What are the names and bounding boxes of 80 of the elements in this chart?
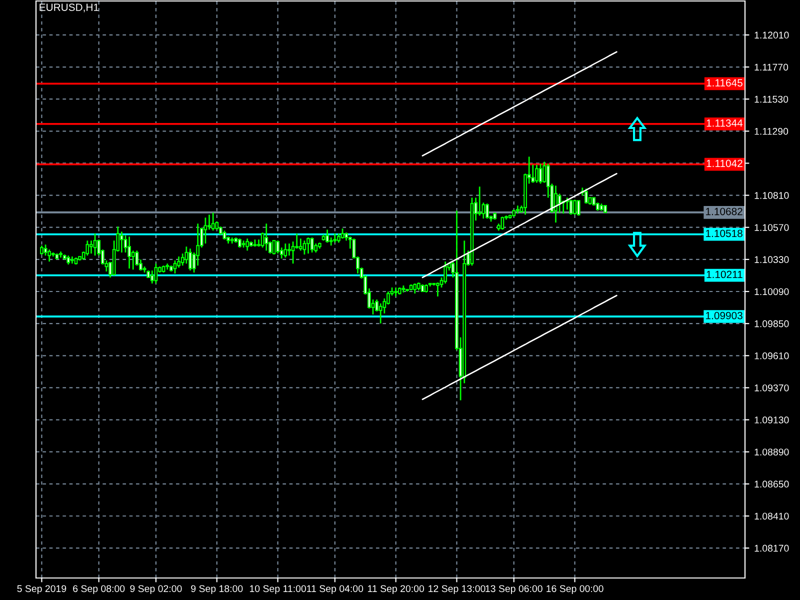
y-tick-label: 1.11290: [754, 128, 788, 135]
y-tick-label: 1.10810: [754, 192, 789, 199]
candlestick: [188, 248, 192, 272]
y-tick-label: 1.11770: [754, 64, 788, 71]
candlestick: [295, 232, 299, 250]
candlestick: [93, 232, 97, 256]
candlestick: [558, 192, 562, 214]
x-tick-label: 9 Sep 02:00: [130, 585, 182, 594]
candlestick: [569, 199, 573, 216]
y-tick-label: 1.09130: [754, 416, 789, 424]
candlestick: [500, 216, 504, 230]
candlestick: [131, 250, 135, 270]
x-tick-label: 13 Sep 06:00: [486, 585, 542, 594]
candlestick: [302, 240, 306, 256]
x-tick-label: 10 Sep 11:00: [250, 585, 306, 594]
candlestick: [246, 238, 250, 252]
candlestick: [538, 163, 542, 184]
candlestick: [298, 238, 302, 252]
y-tick-label: 1.12010: [754, 32, 789, 39]
candlestick: [478, 186, 482, 216]
x-tick-label: 9 Sep 18:00: [191, 585, 243, 594]
candlestick: [326, 228, 329, 244]
y-tick-label: 1.09850: [754, 320, 789, 328]
candlestick: [48, 248, 52, 262]
candlestick: [288, 242, 291, 256]
candlestick: [135, 250, 139, 266]
candlestick: [173, 260, 177, 274]
candlestick: [340, 228, 344, 240]
line-series: [422, 294, 618, 400]
y-tick-label: 1.10090: [754, 288, 789, 296]
candlestick: [90, 240, 93, 254]
y-tick-label: 1.09610: [754, 352, 789, 360]
candlestick: [542, 161, 546, 184]
candlestick: [272, 240, 276, 256]
y-tick-label: 1.10330: [754, 256, 789, 264]
y-tick-label: 1.08170: [754, 544, 789, 552]
candlestick: [573, 199, 576, 216]
candlestick: [120, 230, 124, 254]
candlestick: [310, 236, 314, 254]
candlestick: [486, 202, 489, 220]
x-tick-label: 5 Sep 2019: [17, 585, 66, 594]
candlestick: [208, 214, 211, 230]
x-tick-label: 11 Sep 20:00: [368, 585, 424, 594]
y-tick-label: 1.10570: [754, 224, 789, 231]
x-tick-label: 12 Sep 13:00: [428, 585, 486, 594]
y-tick-label: 1.08410: [754, 512, 789, 520]
candlestick: [86, 240, 90, 256]
ref-line-label: 1.11645: [706, 79, 742, 87]
ref-line-label: 1.10518: [706, 230, 742, 238]
ref-line-label: 1.10211: [706, 270, 742, 278]
y-tick-label: 1.11530: [754, 96, 788, 103]
candlestick: [576, 200, 580, 216]
y-tick-label: 1.09370: [754, 384, 789, 392]
ref-line-label: 1.10682: [706, 208, 742, 216]
candlestick: [378, 302, 382, 324]
ref-line-label: 1.09903: [706, 312, 742, 320]
candlestick: [276, 240, 280, 254]
x-tick-label: 11 Sep 04:00: [307, 585, 364, 594]
x-tick-label: 16 Sep 00:00: [546, 585, 604, 594]
ref-line-label: 1.11344: [706, 119, 743, 127]
y-tick-label: 1.08650: [754, 480, 789, 488]
candlestick: [584, 188, 588, 204]
candlestick: [154, 262, 158, 284]
candlestick: [413, 282, 417, 294]
x-tick-label: 6 Sep 08:00: [73, 585, 125, 594]
candlestick: [128, 236, 131, 270]
candlestick: [306, 236, 310, 254]
candlestick: [535, 164, 538, 184]
candlestick: [436, 282, 440, 298]
line-series: [422, 51, 618, 156]
candlestick: [284, 242, 288, 258]
ref-line-label: 1.11042: [706, 160, 742, 168]
candlestick: [444, 260, 448, 284]
candlestick: [211, 212, 215, 232]
candlestick: [204, 216, 208, 244]
candlestick: [554, 184, 558, 224]
candlestick: [150, 270, 154, 284]
y-tick-label: 1.08890: [754, 448, 789, 456]
candlestick: [264, 222, 268, 252]
chart-title: EURUSD,H1: [40, 4, 99, 12]
